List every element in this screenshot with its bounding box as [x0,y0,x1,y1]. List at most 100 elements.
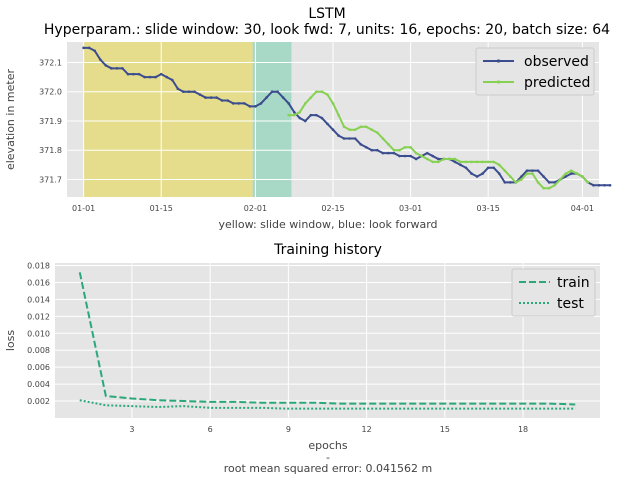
predicted-point [370,128,374,132]
observed-point [143,75,146,79]
legend-observed-marker [496,59,501,63]
observed-point [326,122,329,126]
predicted-point [492,160,496,164]
predicted-point [376,131,379,134]
observed-point [608,184,612,187]
training-history-chart: Training history 3 6 9 12 15 18 0.002 0.004 0.00… [4,242,600,475]
x-tick-label: 02-01 [244,204,267,213]
observed-point [520,175,523,178]
observed-point [93,49,97,53]
predicted-point [398,148,401,152]
y-tick-label: 371.9 [39,117,62,126]
observed-point [298,116,302,120]
observed-point [509,181,512,184]
predicted-point [581,175,584,178]
observed-point [265,96,268,99]
observed-point [381,151,385,155]
predicted-point [431,160,435,164]
observed-point [503,181,507,184]
predicted-point [459,160,462,164]
predicted-point [414,151,418,155]
observed-point [215,96,218,99]
observed-point [154,75,157,79]
y-tick-label: 0.010 [27,329,50,338]
observed-point [370,148,374,152]
main-subtitle: Hyperparam.: slide window: 30, look fwd:… [44,22,610,38]
predicted-point [486,160,490,164]
predicted-point [520,178,523,181]
observed-point [342,137,346,140]
observed-point [198,93,202,96]
predicted-point [531,172,534,175]
predicted-point [298,110,302,114]
observed-point [132,72,135,76]
predicted-point [558,178,562,181]
predicted-point [586,181,590,184]
observed-point [492,166,496,170]
observed-point [82,46,85,50]
predicted-point [547,186,551,190]
observed-point [320,116,324,120]
elevation-x-axis-label: yellow: slide window, blue: look forward [218,218,437,231]
observed-point [359,143,363,146]
x-tick-label: 18 [518,425,528,434]
observed-point [542,175,545,178]
observed-point [243,102,246,105]
observed-point [547,181,551,184]
observed-point [165,75,169,79]
observed-point [481,172,484,175]
observed-point [431,154,435,158]
y-tick-label: 371.8 [39,146,62,155]
predicted-point [525,172,529,175]
observed-point [486,166,490,170]
training-history-title: Training history [273,242,382,258]
y-tick-label: 0.014 [27,295,50,304]
legend-train-label: train [557,275,590,291]
x-tick-label: 6 [208,425,213,434]
observed-point [464,166,468,170]
x-tick-label: 03-01 [399,204,422,213]
observed-point [193,90,196,94]
observed-point [425,151,429,155]
observed-point [248,105,252,108]
observed-point [292,110,296,114]
observed-point [220,99,224,102]
predicted-point [387,143,390,146]
observed-point [254,105,257,108]
observed-point [287,102,290,105]
observed-point [453,160,457,164]
observed-point [564,175,568,178]
main-title: LSTM [308,6,345,22]
observed-point [553,181,556,184]
observed-point [209,96,213,99]
observed-point [104,64,108,67]
x-tick-label: 3 [129,425,134,434]
observed-point [237,102,241,105]
predicted-point [481,160,484,164]
observed-point [159,72,163,76]
predicted-point [575,172,579,175]
observed-point [309,113,313,117]
predicted-point [470,160,473,164]
observed-point [331,128,335,132]
observed-point [170,78,174,82]
observed-point [531,169,534,172]
observed-point [270,90,274,94]
observed-point [281,96,285,99]
observed-point [497,172,501,175]
y-tick-label: 0.006 [27,363,50,372]
observed-point [110,67,113,70]
observed-point [115,67,119,70]
observed-point [597,184,601,187]
observed-point [398,154,401,158]
epochs-x-axis-label: epochs [308,439,347,452]
predicted-point [403,145,407,149]
observed-point [126,72,130,76]
predicted-point [337,113,340,117]
predicted-point [453,157,457,161]
observed-point [303,119,307,123]
predicted-point [569,169,573,172]
loss-y-axis-label: loss [4,330,17,352]
x-tick-label: 01-01 [72,204,95,213]
